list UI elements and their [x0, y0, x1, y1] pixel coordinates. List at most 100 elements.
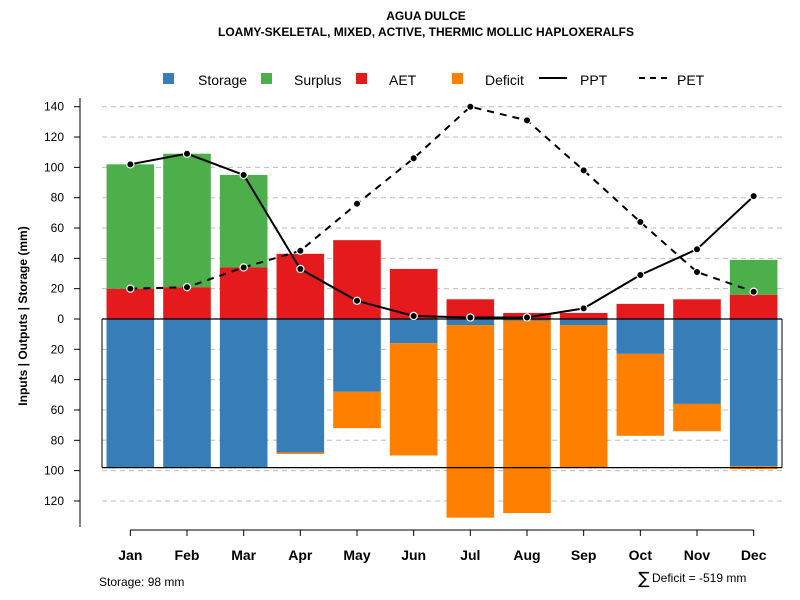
bar-storage [446, 319, 495, 326]
ppt-point [749, 191, 758, 201]
bar-aet [333, 240, 381, 319]
bar-deficit [389, 343, 438, 456]
bar-aet [673, 299, 721, 319]
legend-swatch-aet [356, 73, 367, 84]
x-tick-label: Feb [175, 547, 200, 563]
legend-swatch-storage [163, 73, 174, 84]
x-tick-label: Apr [288, 547, 313, 563]
chart-title: AGUA DULCE [386, 9, 466, 23]
deficit-sum-symbol: ∑ [638, 569, 650, 589]
reference-lines [101, 318, 783, 469]
pet-point [352, 199, 362, 208]
legend-label-aet: AET [389, 72, 417, 88]
x-tick-label: May [343, 547, 370, 563]
ppt-point [126, 160, 135, 169]
bar-aet [389, 268, 438, 319]
bar-storage [276, 319, 325, 453]
bar-aet [729, 294, 778, 319]
x-tick-label: Nov [684, 547, 711, 563]
bar-storage [163, 319, 211, 468]
legend-swatch-deficit [452, 73, 463, 84]
bar-storage [219, 319, 268, 468]
bar-storage [673, 319, 721, 404]
bar-storage [106, 319, 155, 468]
bar-aet [559, 312, 608, 319]
x-tick-label: Sep [571, 547, 597, 563]
pet-point [636, 217, 645, 227]
y-tick-label: 100 [44, 464, 64, 478]
pet-point [182, 282, 192, 292]
pet-point [239, 263, 248, 272]
ppt-point [352, 296, 362, 306]
y-tick-label: 80 [51, 191, 65, 205]
ppt-point [296, 264, 305, 274]
bar-surplus [219, 174, 268, 268]
pet-line [130, 105, 755, 293]
pet-point [579, 166, 588, 175]
ppt-point [579, 304, 588, 313]
y-tick-label: 140 [44, 100, 64, 114]
y-tick-label: 80 [51, 433, 65, 447]
ppt-point [182, 149, 192, 158]
y-tick-label: 40 [51, 251, 65, 265]
legend-label-surplus: Surplus [294, 72, 341, 88]
legend-swatch-surplus [261, 73, 272, 84]
bar-storage [616, 319, 665, 354]
ppt-point [636, 270, 645, 280]
pet-point [126, 284, 135, 293]
bar-deficit [616, 353, 665, 436]
ppt-point [239, 170, 248, 180]
y-tick-label: 40 [51, 373, 65, 387]
pet-point [749, 287, 758, 296]
bar-surplus [106, 164, 155, 289]
y-tick-label: 100 [44, 160, 64, 174]
chart-subtitle: LOAMY-SKELETAL, MIXED, ACTIVE, THERMIC M… [218, 25, 634, 39]
bar-aet [616, 303, 665, 319]
legend-label-deficit: Deficit [485, 72, 524, 88]
x-tick-label: Oct [629, 547, 653, 563]
bar-surplus [163, 153, 211, 288]
bar-storage [389, 319, 438, 344]
bar-storage [333, 319, 381, 392]
bar-aet [163, 287, 211, 319]
pet-point [296, 246, 305, 255]
x-tick-label: Mar [231, 547, 256, 563]
bars [106, 153, 778, 518]
ppt-point [692, 245, 702, 254]
y-tick-label: 120 [44, 494, 64, 508]
legend-label-storage: Storage [198, 72, 247, 88]
y-tick-label: 20 [51, 342, 65, 356]
ppt-line [130, 152, 755, 319]
bar-deficit [559, 325, 608, 468]
y-tick-label: 60 [51, 221, 65, 235]
bar-deficit [276, 452, 325, 454]
ppt-point [409, 311, 418, 321]
bar-aet [446, 299, 495, 319]
pet-point [409, 154, 418, 163]
bar-aet [219, 267, 268, 319]
bar-aet [106, 288, 155, 319]
x-axis: Jan Feb Mar Apr May Jun Jul Aug Sep Oct Nov Dec [118, 529, 767, 563]
pet-point [466, 102, 475, 111]
y-axis-label: Inputs | Outputs | Storage (mm) [16, 226, 30, 405]
bar-storage [729, 319, 778, 467]
y-axis: 140 120 100 80 60 40 20 0 20 40 60 80 100 120 [44, 98, 81, 527]
y-tick-label: 20 [51, 282, 65, 296]
bar-deficit [333, 391, 381, 429]
x-tick-label: Jun [401, 547, 426, 563]
pet-point [522, 116, 532, 125]
x-tick-label: Jul [460, 547, 480, 563]
bar-aet [276, 253, 325, 319]
bar-deficit [673, 403, 721, 432]
legend: Storage Surplus AET Deficit PPT PET [163, 72, 705, 88]
bar-storage [559, 319, 608, 326]
ppt-point [522, 313, 532, 322]
deficit-note: Deficit = -519 mm [652, 571, 746, 585]
pet-point [692, 267, 702, 277]
legend-label-pet: PET [677, 72, 705, 88]
bar-deficit [503, 320, 551, 514]
x-tick-label: Dec [741, 547, 767, 563]
storage-note: Storage: 98 mm [99, 575, 184, 589]
y-tick-label: 60 [51, 403, 65, 417]
